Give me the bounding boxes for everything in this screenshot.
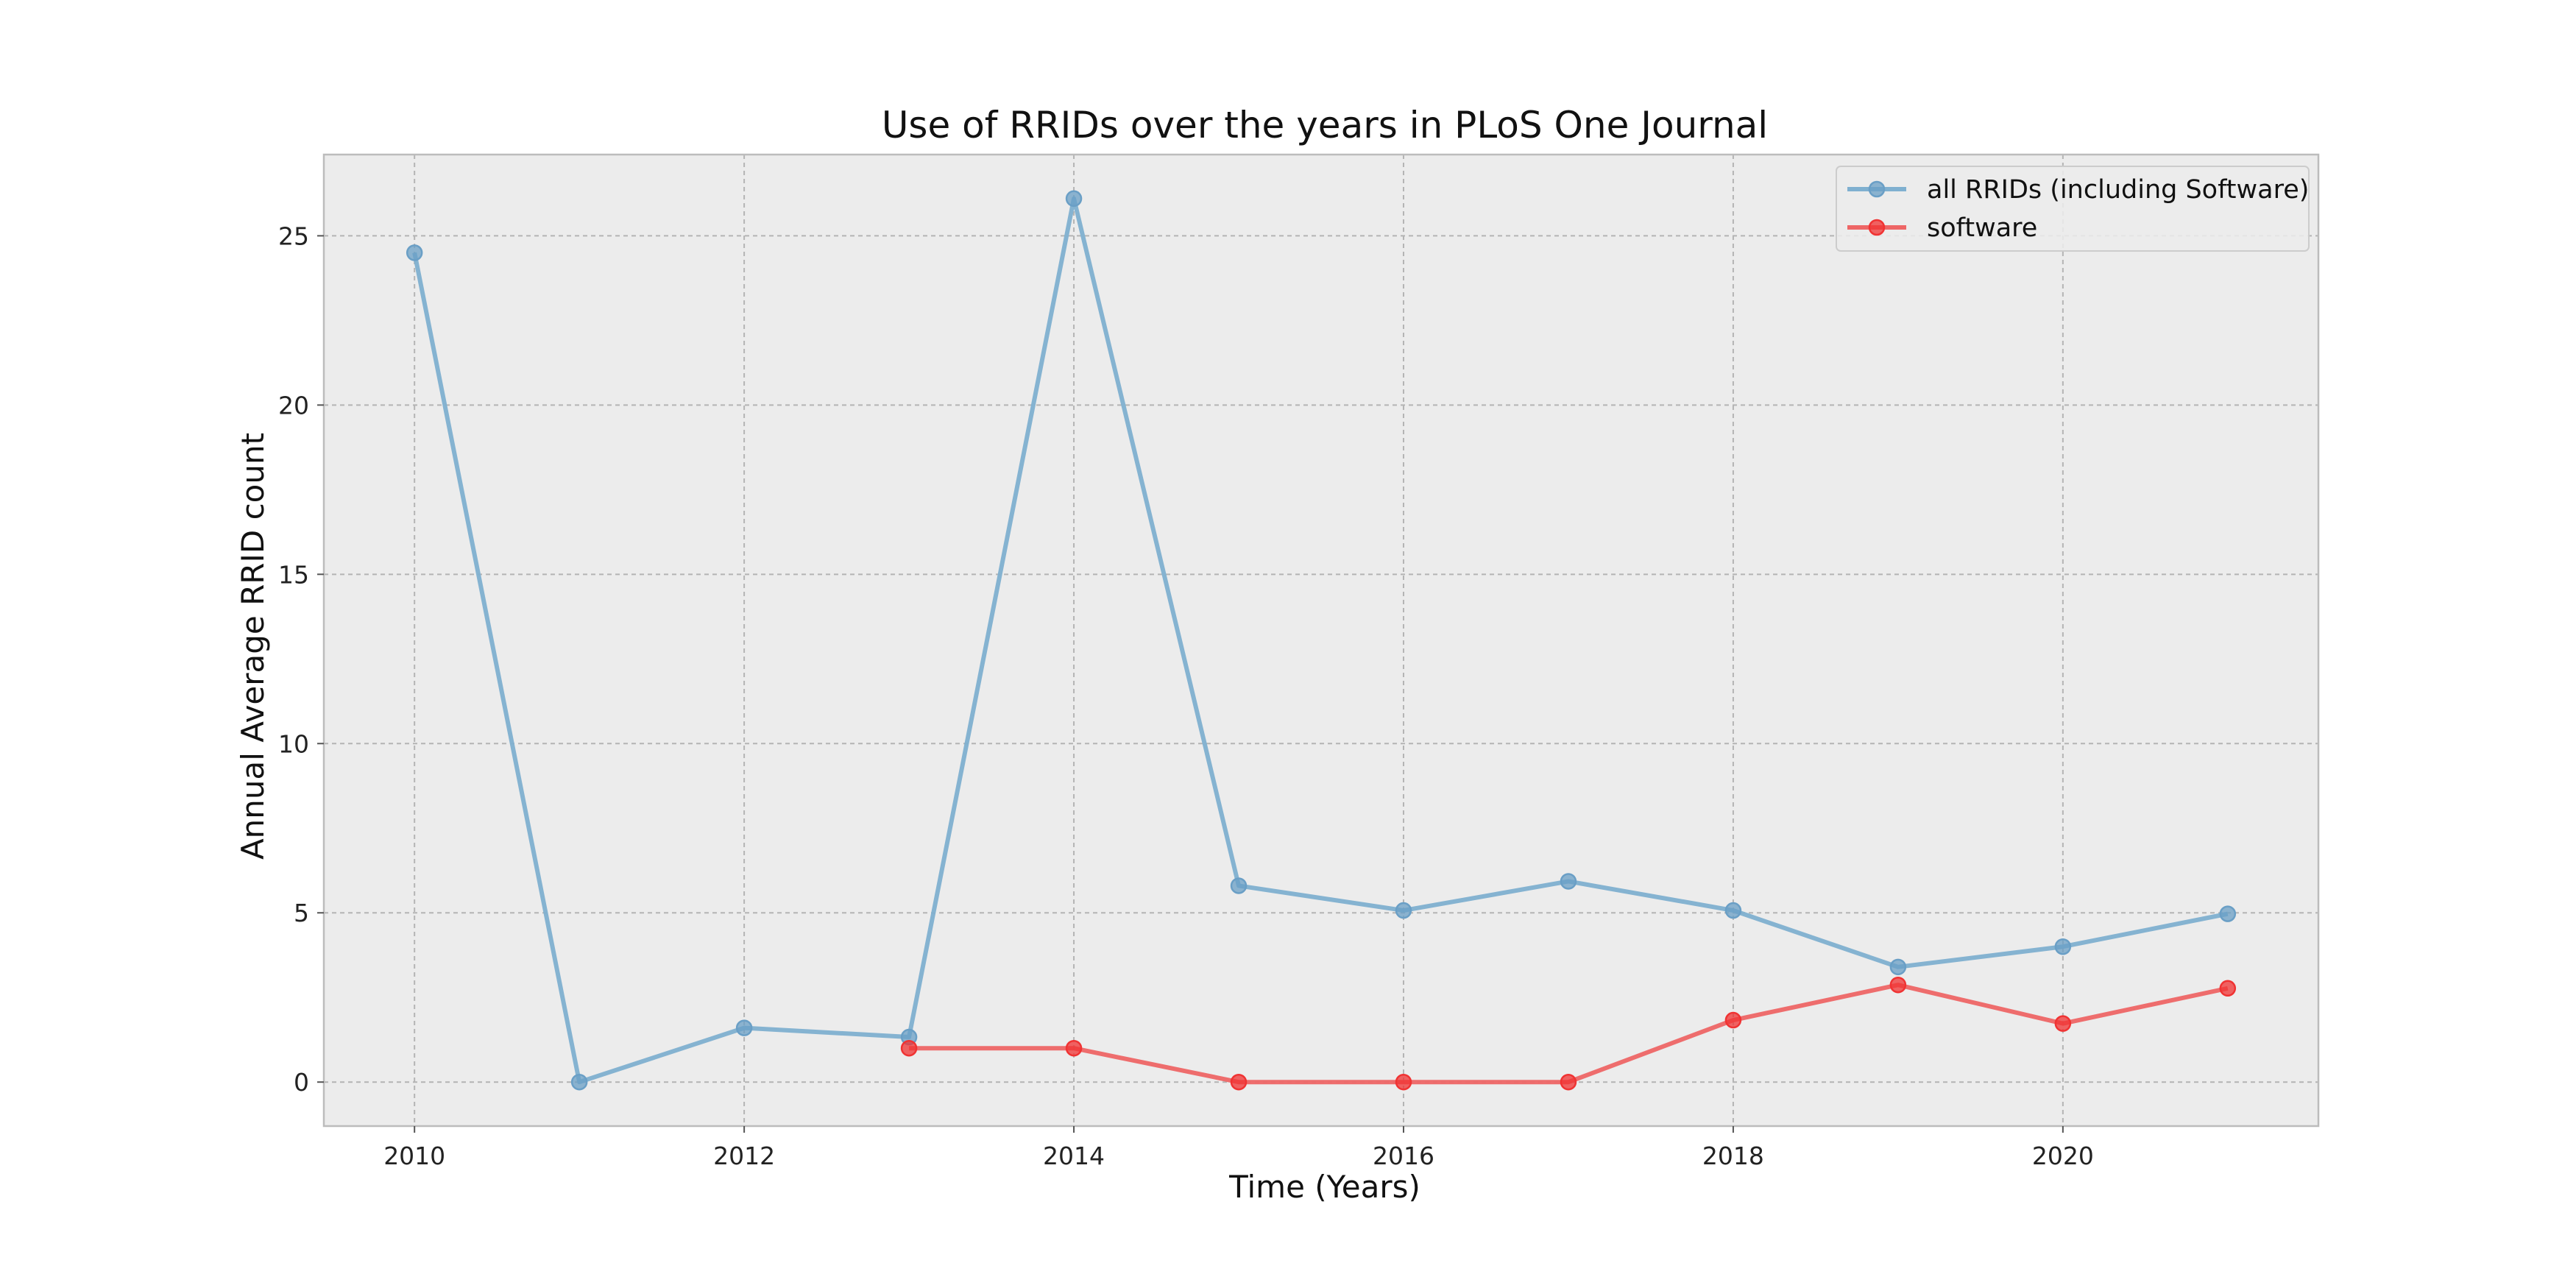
- x-tick-label: 2014: [1043, 1142, 1105, 1170]
- data-point: [1230, 1073, 1248, 1091]
- legend-box: [1836, 166, 2310, 252]
- x-tick-label: 2018: [1702, 1142, 1764, 1170]
- legend-label: all RRIDs (including Software): [1927, 175, 2309, 205]
- data-point: [1395, 902, 1412, 919]
- y-tick-label: 10: [278, 729, 309, 758]
- axis-ticks: 2010 2012 2014 2016 2018 2020 0 5 10 15 20 25: [278, 222, 2094, 1170]
- y-tick-label: 5: [294, 899, 309, 927]
- y-tick-label: 25: [278, 222, 309, 250]
- chart-title: Use of RRIDs over the years in PLoS One …: [882, 104, 1768, 146]
- y-axis-title: Annual Average RRID count: [235, 433, 271, 860]
- data-point: [1889, 976, 1907, 994]
- data-point: [1724, 902, 1742, 919]
- data-point: [735, 1019, 753, 1036]
- data-point: [1724, 1011, 1742, 1029]
- legend-label: software: [1927, 213, 2037, 243]
- series-lines: [406, 190, 2237, 1091]
- y-tick-label: 0: [294, 1068, 309, 1097]
- data-point: [2219, 905, 2237, 922]
- grid: [324, 155, 2318, 1126]
- x-axis-title: Time (Years): [1228, 1169, 1420, 1205]
- data-point: [1230, 877, 1248, 894]
- data-point: [1395, 1073, 1412, 1091]
- data-point: [1889, 958, 1907, 976]
- y-tick-label: 15: [278, 560, 309, 589]
- legend-swatch-marker: [1868, 180, 1886, 198]
- data-point: [1560, 1073, 1577, 1091]
- y-tick-label: 20: [278, 391, 309, 420]
- plot-area: [324, 155, 2318, 1126]
- data-point: [2054, 938, 2072, 955]
- legend: all RRIDs (including Software) software: [1836, 166, 2310, 252]
- series-line: [412, 196, 2229, 1085]
- data-point: [1560, 873, 1577, 890]
- data-point: [570, 1073, 588, 1091]
- plot-frame: [322, 153, 2320, 1128]
- series-software: [900, 976, 2237, 1091]
- data-point: [1065, 190, 1083, 208]
- x-tick-label: 2016: [1373, 1142, 1434, 1170]
- x-tick-label: 2012: [713, 1142, 775, 1170]
- data-point: [1065, 1039, 1083, 1057]
- legend-swatch-marker: [1868, 219, 1886, 236]
- data-point: [2054, 1015, 2072, 1032]
- data-point: [406, 244, 423, 261]
- x-tick-label: 2020: [2032, 1142, 2094, 1170]
- x-tick-label: 2010: [383, 1142, 445, 1170]
- data-point: [2219, 980, 2237, 997]
- data-point: [900, 1039, 918, 1057]
